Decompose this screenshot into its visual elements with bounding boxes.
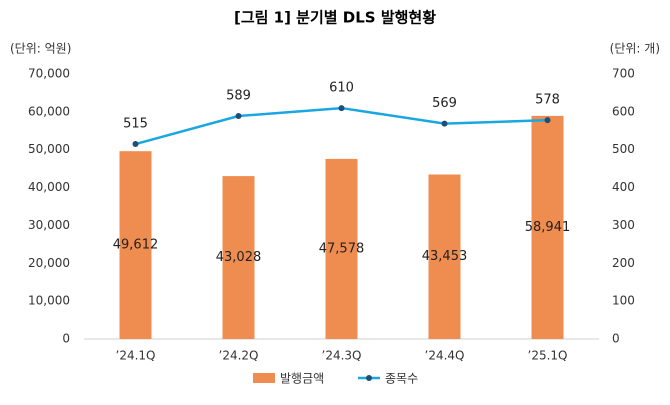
bar [531, 115, 564, 339]
line-point [132, 141, 139, 148]
line-value-label: 569 [432, 96, 457, 111]
y-tick-label: 40,000 [28, 180, 70, 194]
bar-value-label: 58,941 [525, 220, 571, 235]
legend-swatch [253, 373, 275, 383]
y-tick-label: 30,000 [28, 218, 70, 232]
line [135, 106, 548, 146]
x-tick-label: ’24.1Q [116, 349, 156, 363]
line-point [544, 117, 551, 124]
bar [119, 151, 152, 339]
y-tick-label: 50,000 [28, 142, 70, 156]
legend-swatch [366, 375, 372, 381]
y2-tick-label: 700 [612, 67, 635, 81]
bar [428, 174, 461, 339]
bar [325, 158, 358, 339]
chart-title: [그림 1] 분기별 DLS 발행현황 [234, 9, 436, 27]
y-tick-label: 10,000 [28, 294, 70, 308]
y-tick-label: 70,000 [28, 67, 70, 81]
x-tick-label: ’25.1Q [528, 349, 568, 363]
y-tick-label: 20,000 [28, 256, 70, 270]
legend-label: 발행금액 [280, 371, 324, 386]
x-tick-label: ’24.2Q [219, 349, 259, 363]
bar-value-label: 43,453 [422, 249, 468, 264]
y2-unit: (단위: 개) [610, 42, 660, 56]
line-point [235, 113, 242, 120]
legend-label: 종목수 [385, 372, 418, 386]
y2-tick-label: 600 [612, 104, 635, 118]
y2-tick-label: 300 [612, 218, 635, 232]
y2-tick-label: 0 [612, 332, 620, 346]
line-value-label: 589 [226, 89, 251, 104]
y2-tick-label: 400 [612, 180, 635, 194]
line-value-label: 578 [535, 93, 560, 108]
line-value-label: 515 [123, 117, 148, 132]
line-point [338, 105, 345, 112]
y-unit: (단위: 억원) [10, 42, 71, 56]
line-point [441, 120, 448, 127]
x-tick-label: ’24.3Q [322, 349, 362, 363]
line-value-label: 610 [329, 81, 354, 96]
bar [222, 176, 255, 339]
bar-value-label: 47,578 [319, 241, 365, 256]
x-tick-label: ’24.4Q [425, 349, 465, 363]
bar-value-label: 49,612 [113, 238, 159, 253]
y2-tick-label: 100 [612, 294, 635, 308]
y2-tick-label: 500 [612, 142, 635, 156]
y-tick-label: 0 [62, 332, 70, 346]
y-tick-label: 60,000 [28, 104, 70, 118]
bar-value-label: 43,028 [216, 250, 262, 265]
y2-tick-label: 200 [612, 256, 635, 270]
